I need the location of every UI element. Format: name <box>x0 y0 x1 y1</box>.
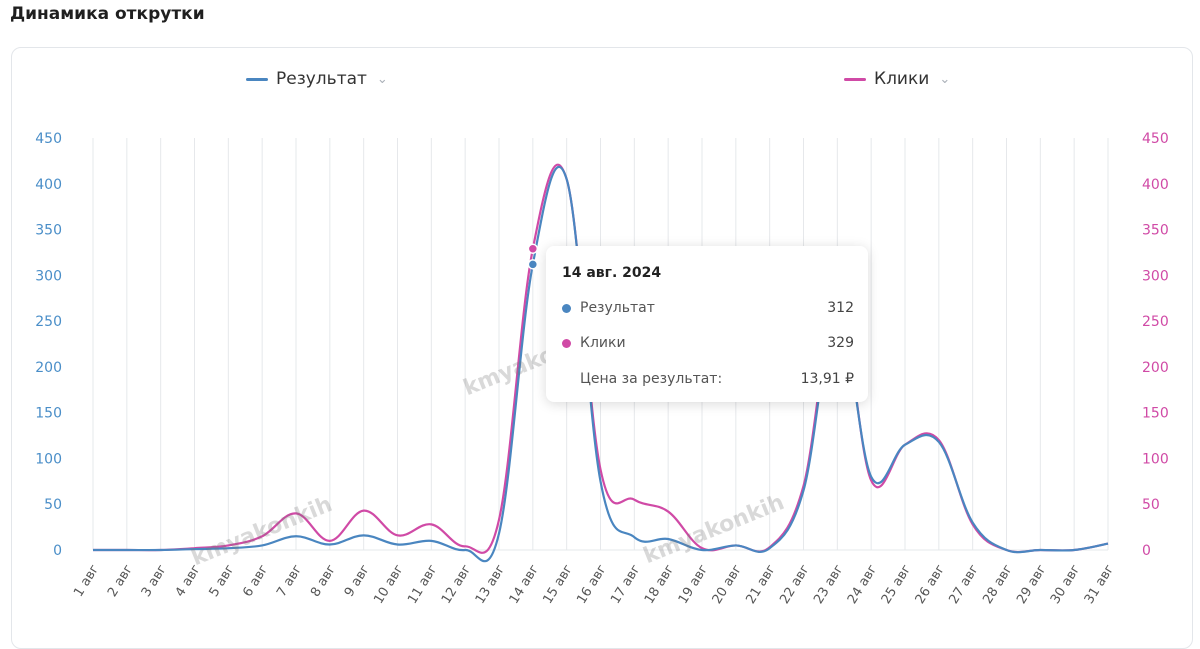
x-tick-label: 26 авг <box>913 562 949 607</box>
x-tick-label: 19 авг <box>676 562 712 607</box>
x-tick-label: 23 авг <box>811 562 847 607</box>
tooltip-date: 14 авг. 2024 <box>562 265 662 281</box>
x-tick-label: 18 авг <box>642 562 678 607</box>
y-tick-label-right: 100 <box>1142 451 1169 467</box>
x-tick-label: 14 авг <box>507 562 543 607</box>
y-tick-label-left: 350 <box>35 223 62 239</box>
y-tick-label-left: 150 <box>35 406 62 422</box>
legend-item-result[interactable]: Результат ⌄ <box>246 67 388 91</box>
page-title: Динамика открутки <box>10 4 205 24</box>
y-axis-left: 0 50 100 150 200 250 300 350 400 450 <box>35 131 62 559</box>
legend-line-icon <box>844 77 866 81</box>
x-tick-label: 17 авг <box>608 562 644 607</box>
highlight-point <box>527 259 539 270</box>
series-lines <box>92 163 1109 563</box>
x-tick-label: 21 авг <box>743 562 779 607</box>
x-tick-label: 20 авг <box>710 562 746 607</box>
y-axis-right: 0 50 100 150 200 250 300 350 400 450 <box>1142 131 1169 559</box>
y-tick-label-left: 450 <box>35 131 62 147</box>
chevron-down-icon[interactable]: ⌄ <box>376 71 388 87</box>
y-tick-label-left: 50 <box>44 497 62 513</box>
y-tick-label-right: 250 <box>1142 314 1169 330</box>
x-tick-label: 2 авг <box>105 562 136 600</box>
x-tick-label: 28 авг <box>980 562 1016 607</box>
x-tick-label: 5 авг <box>207 562 238 600</box>
y-tick-label-right: 0 <box>1142 543 1151 559</box>
y-tick-label-right: 400 <box>1142 177 1169 193</box>
tooltip-label: Результат <box>580 300 655 316</box>
y-tick-label-right: 350 <box>1142 223 1169 239</box>
tooltip-value: 13,91 ₽ <box>800 371 854 387</box>
tooltip-label: Клики <box>580 335 626 351</box>
highlight-points <box>527 243 539 270</box>
y-tick-label-right: 300 <box>1142 268 1169 284</box>
tooltip-row-result: Результат 312 <box>562 298 854 318</box>
highlight-point <box>527 243 539 255</box>
y-tick-label-right: 450 <box>1142 131 1169 147</box>
x-tick-label: 4 авг <box>173 562 204 600</box>
y-tick-label-right: 150 <box>1142 406 1169 422</box>
legend-label: Результат <box>276 69 367 89</box>
grid-lines <box>92 138 1109 551</box>
chevron-down-icon[interactable]: ⌄ <box>939 71 951 87</box>
tooltip-row-clicks: Клики 329 <box>562 333 854 353</box>
tooltip: 14 авг. 2024 Результат 312 Клики 329 Цен… <box>546 246 868 402</box>
y-tick-label-left: 200 <box>35 360 62 376</box>
x-tick-label: 25 авг <box>879 562 915 607</box>
x-tick-label: 7 авг <box>274 562 305 600</box>
legend-item-clicks[interactable]: Клики ⌄ <box>844 67 950 91</box>
x-tick-label: 29 авг <box>1014 562 1050 607</box>
tooltip-value: 329 <box>827 335 854 351</box>
x-tick-label: 8 авг <box>308 562 339 600</box>
x-tick-label: 9 авг <box>342 562 373 600</box>
x-tick-label: 3 авг <box>139 562 170 600</box>
y-tick-label-left: 100 <box>35 451 62 467</box>
x-tick-label: 1 авг <box>71 562 102 600</box>
series-line <box>92 165 1109 563</box>
x-tick-label: 10 авг <box>371 562 407 607</box>
y-tick-label-left: 400 <box>35 177 62 193</box>
x-tick-label: 31 авг <box>1082 562 1118 607</box>
y-tick-label-left: 0 <box>53 543 62 559</box>
x-tick-label: 11 авг <box>405 562 441 607</box>
tooltip-value: 312 <box>827 300 854 316</box>
y-tick-label-left: 300 <box>35 268 62 284</box>
tooltip-label: Цена за результат: <box>580 371 723 387</box>
x-tick-label: 27 авг <box>946 562 982 607</box>
x-tick-label: 6 авг <box>240 562 271 600</box>
line-chart: 0 50 100 150 200 250 300 350 400 450 0 50 100 150 200… <box>35 131 1169 607</box>
x-axis: 1 авг 2 авг 3 авг 4 авг 5 авг 6 авг 7 авг 8 авг… <box>71 562 1117 607</box>
x-tick-label: 15 авг <box>540 562 576 607</box>
dot-icon <box>562 338 571 348</box>
legend-label: Клики <box>874 69 930 89</box>
x-tick-label: 30 авг <box>1048 562 1084 607</box>
x-tick-label: 13 авг <box>473 562 509 607</box>
x-tick-label: 22 авг <box>777 562 813 607</box>
x-tick-label: 16 авг <box>574 562 610 607</box>
y-tick-label-right: 200 <box>1142 360 1169 376</box>
series-line <box>92 163 1109 554</box>
dot-icon <box>562 303 571 313</box>
y-tick-label-right: 50 <box>1142 497 1160 513</box>
y-tick-label-left: 250 <box>35 314 62 330</box>
tooltip-row-cost: Цена за результат: 13,91 ₽ <box>562 369 854 389</box>
x-tick-label: 12 авг <box>439 562 475 607</box>
x-tick-label: 24 авг <box>845 562 881 607</box>
legend-line-icon <box>246 77 268 81</box>
